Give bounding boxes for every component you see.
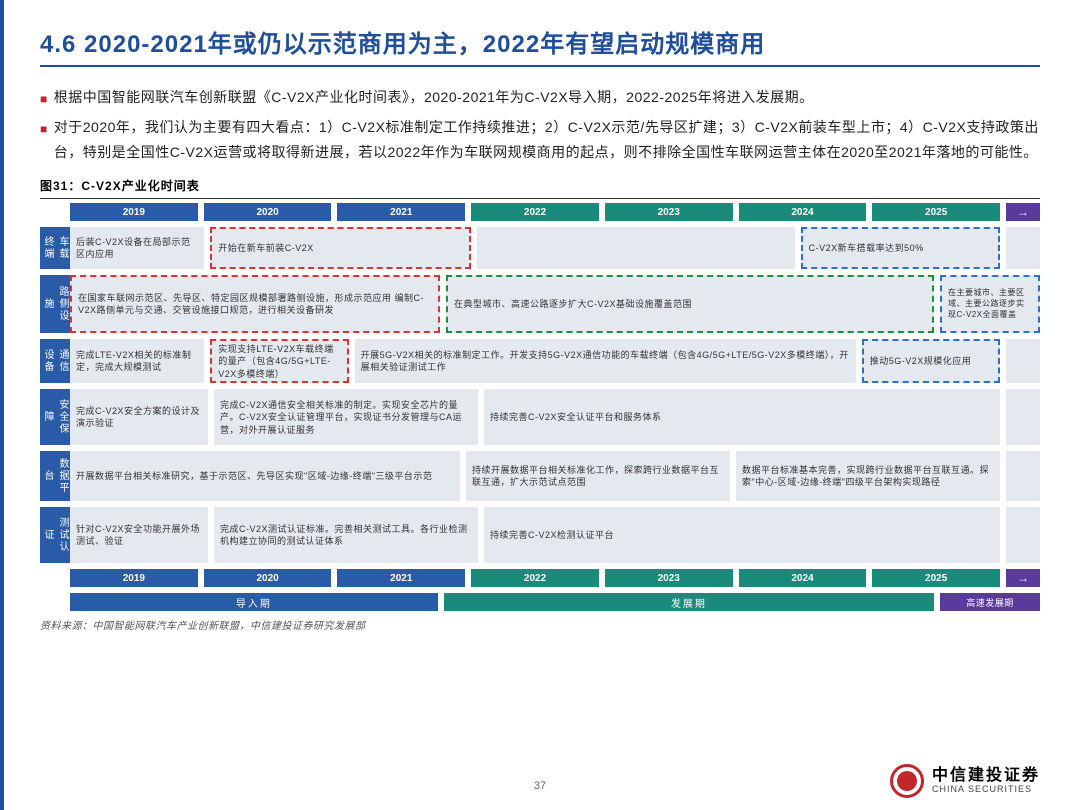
year-chip: 2021 [337,203,465,221]
track-row: 针对C-V2X安全功能开展外场测试、验证完成C-V2X测试认证标准。完善相关测试… [70,507,1040,563]
row-label: 安全保障 [40,389,70,445]
year-chip: 2023 [605,569,733,587]
row-labels-col: 车载终端路侧设施通信设备安全保障数据平台测试认证 [40,227,70,611]
page-title: 4.6 2020-2021年或仍以示范商用为主，2022年有望启动规模商用 [40,24,1040,59]
track-cell: 持续开展数据平台相关标准化工作，探索跨行业数据平台互联互通，扩大示范试点范围 [466,451,730,501]
figure-rule [40,198,1040,200]
timeline: 车载终端路侧设施通信设备安全保障数据平台测试认证 2019 2020 2021 202… [40,203,1040,611]
track-cell: 持续完善C-V2X安全认证平台和服务体系 [484,389,1000,445]
track-cell: 完成C-V2X通信安全相关标准的制定。实现安全芯片的量产。C-V2X安全认证管理… [214,389,478,445]
side-accent [0,0,4,810]
year-chip: 2019 [70,569,198,587]
track-tail [1006,227,1040,269]
track-cell: 完成C-V2X测试认证标准。完善相关测试工具。各行业检测机构建立协同的测试认证体… [214,507,478,563]
track-row: 开展数据平台相关标准研究，基于示范区、先导区实现"区域-边缘-终端"三级平台示范… [70,451,1040,501]
year-chip: 2024 [739,203,867,221]
row-label: 数据平台 [40,451,70,501]
phase-cell: 发展期 [444,593,934,611]
title-rule [40,65,1040,67]
track-cell: 开始在新车前装C-V2X [210,227,471,269]
track-cell: 在国家车联网示范区、先导区、特定园区规模部署路侧设施，形成示范应用 编制C-V2… [70,275,440,333]
bullet-item: ■对于2020年，我们认为主要有四大看点：1）C-V2X标准制定工作持续推进；2… [40,115,1040,165]
year-chip: 2025 [872,203,1000,221]
phase-row: 导入期发展期高速发展期 [70,593,1040,611]
bullet-item: ■ 根据中国智能网联汽车创新联盟《C-V2X产业化时间表》，2020-2021年为… [40,85,1040,111]
row-label: 通信设备 [40,339,70,383]
track-row: 在国家车联网示范区、先导区、特定园区规模部署路侧设施，形成示范应用 编制C-V2… [70,275,1040,333]
arrow-chip: → [1006,569,1040,587]
track-row: 完成LTE-V2X相关的标准制定，完成大规模测试实现支持LTE-V2X车载终端的… [70,339,1040,383]
logo-en: CHINA SECURITIES [932,785,1040,795]
slide: 4.6 2020-2021年或仍以示范商用为主，2022年有望启动规模商用 ■根… [0,0,1080,632]
tracks-container: 后装C-V2X设备在局部示范区内应用开始在新车前装C-V2X C-V2X新车搭载率… [70,227,1040,563]
bullet-text: 根据中国智能网联汽车创新联盟《C-V2X产业化时间表》，2020-2021年为C… [54,85,814,111]
bullet-list: ■根据中国智能网联汽车创新联盟《C-V2X产业化时间表》，2020-2021年为… [40,85,1040,165]
bullet-text: 对于2020年，我们认为主要有四大看点：1）C-V2X标准制定工作持续推进；2）… [54,115,1040,165]
track-cell: 在典型城市、高速公路逐步扩大C-V2X基础设施覆盖范围 [446,275,934,333]
track-row: 完成C-V2X安全方案的设计及演示验证完成C-V2X通信安全相关标准的制定。实现… [70,389,1040,445]
footer-logo: 中信建投证券 CHINA SECURITIES [890,764,1040,798]
year-chip: 2020 [204,569,332,587]
row-label: 车载终端 [40,227,70,269]
track-cell: 后装C-V2X设备在局部示范区内应用 [70,227,204,269]
page-number: 37 [534,780,546,792]
track-tail [1006,389,1040,445]
track-cell: 推动5G-V2X规模化应用 [862,339,1000,383]
year-chip: 2022 [471,203,599,221]
year-row-top: 2019 2020 2021 2022 2023 2024 2025 → [70,203,1040,221]
bullet-marker: ■ [40,89,48,111]
arrow-chip: → [1006,203,1040,221]
track-tail [1006,451,1040,501]
year-row-bottom: 2019 2020 2021 2022 2023 2024 2025 → [70,569,1040,587]
track-cell: 开展数据平台相关标准研究，基于示范区、先导区实现"区域-边缘-终端"三级平台示范 [70,451,460,501]
track-cell: 持续完善C-V2X检测认证平台 [484,507,1000,563]
track-row: 后装C-V2X设备在局部示范区内应用开始在新车前装C-V2X C-V2X新车搭载率… [70,227,1040,269]
year-chip: 2024 [739,569,867,587]
track-cell [477,227,795,269]
year-chip: 2019 [70,203,198,221]
bullet-marker: ■ [40,119,48,165]
track-cell: 开展5G-V2X相关的标准制定工作。开发支持5G-V2X通信功能的车载终端（包含… [355,339,856,383]
logo-icon [890,764,924,798]
chart-area: 2019 2020 2021 2022 2023 2024 2025 → 后装C-V2X设备在… [70,203,1040,611]
logo-text: 中信建投证券 CHINA SECURITIES [932,767,1040,794]
track-tail: 在主要城市、主要区域、主要公路逐步实现C-V2X全面覆盖 [940,275,1040,333]
track-tail [1006,507,1040,563]
year-chip: 2020 [204,203,332,221]
figure-title: 图31：C-V2X产业化时间表 [40,177,1040,194]
track-cell: C-V2X新车搭载率达到50% [801,227,1000,269]
year-chip: 2021 [337,569,465,587]
track-cell: 针对C-V2X安全功能开展外场测试、验证 [70,507,208,563]
track-cell: 实现支持LTE-V2X车载终端的量产（包含4G/5G+LTE-V2X多模终端） [210,339,348,383]
track-tail [1006,339,1040,383]
year-chip: 2025 [872,569,1000,587]
track-cell: 完成LTE-V2X相关的标准制定，完成大规模测试 [70,339,204,383]
row-label: 路侧设施 [40,275,70,333]
year-chip: 2023 [605,203,733,221]
year-chip: 2022 [471,569,599,587]
phase-cell: 导入期 [70,593,438,611]
logo-cn: 中信建投证券 [932,767,1040,785]
row-label: 测试认证 [40,507,70,563]
track-cell: 数据平台标准基本完善，实现跨行业数据平台互联互通。探索"中心-区域-边缘-终端"… [736,451,1000,501]
phase-cell: 高速发展期 [940,593,1040,611]
source-text: 资料来源：中国智能网联汽车产业创新联盟，中信建投证券研究发展部 [40,617,1040,632]
track-cell: 完成C-V2X安全方案的设计及演示验证 [70,389,208,445]
